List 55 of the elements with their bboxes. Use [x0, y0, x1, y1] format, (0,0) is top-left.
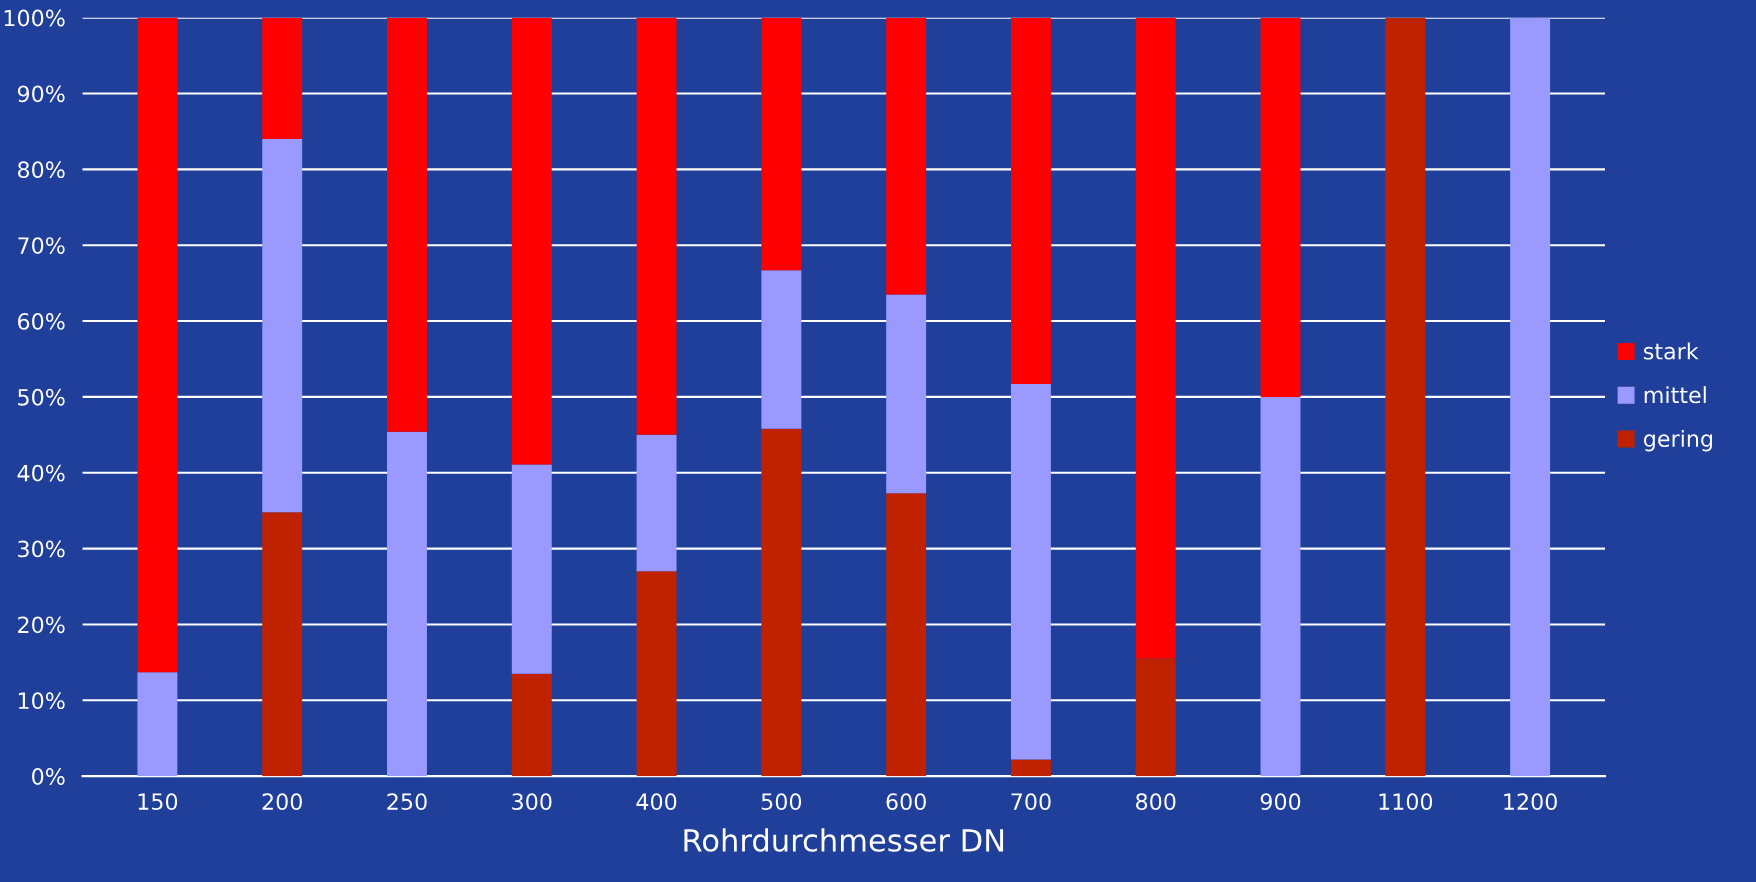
x-tick-label: 1100	[1379, 793, 1433, 811]
bar	[761, 17, 802, 271]
x-axis-title: Rohrdurchmesser DN	[684, 828, 1004, 852]
y-tick-label: 80%	[17, 161, 65, 179]
bar	[761, 428, 802, 777]
y-tick-label: 10%	[18, 692, 65, 710]
legend-label: gering	[1643, 429, 1713, 452]
bar	[1260, 396, 1301, 777]
bar	[886, 493, 927, 777]
bar	[1385, 17, 1426, 777]
bar	[1510, 17, 1551, 777]
bar	[1010, 759, 1051, 777]
bar	[886, 294, 927, 494]
bar	[1010, 384, 1051, 760]
bar	[1260, 17, 1301, 397]
y-tick-label: 90%	[17, 85, 65, 103]
x-tick-label: 700	[1011, 793, 1051, 811]
bar	[886, 17, 927, 295]
bar	[387, 431, 427, 777]
x-tick-label: 400	[636, 793, 677, 811]
bar	[262, 17, 303, 139]
legend-label: stark	[1643, 342, 1699, 360]
y-tick-label: 20%	[18, 616, 65, 634]
bar	[262, 512, 303, 777]
y-tick-label: 40%	[17, 464, 65, 482]
bar	[262, 139, 303, 513]
y-tick-label: 70%	[18, 237, 65, 254]
x-tick-label: 300	[512, 793, 552, 811]
bar	[1010, 17, 1051, 385]
bar	[1135, 658, 1176, 777]
x-tick-label: 250	[387, 793, 427, 811]
x-tick-label: 150	[138, 793, 178, 811]
y-tick-label: 100%	[4, 9, 65, 27]
x-tick-label: 200	[262, 793, 302, 811]
legend-label: mittel	[1644, 386, 1706, 404]
bar	[511, 17, 552, 465]
bar	[636, 571, 677, 777]
bar	[761, 270, 802, 429]
bar	[137, 672, 178, 777]
bar	[511, 673, 552, 777]
bar	[1135, 17, 1176, 659]
y-tick-label: 0%	[32, 768, 65, 785]
bar	[636, 17, 677, 435]
bar	[137, 17, 178, 673]
x-tick-label: 600	[886, 793, 926, 811]
x-tick-label: 1200	[1504, 793, 1557, 811]
x-tick-label: 500	[761, 793, 802, 811]
bar	[511, 464, 552, 674]
y-tick-label: 60%	[18, 313, 65, 330]
y-tick-label: 50%	[18, 388, 65, 406]
bar	[636, 434, 677, 572]
x-tick-label: 900	[1260, 793, 1301, 811]
x-tick-label: 800	[1136, 793, 1176, 811]
y-tick-label: 30%	[18, 540, 65, 558]
bar	[387, 17, 427, 432]
